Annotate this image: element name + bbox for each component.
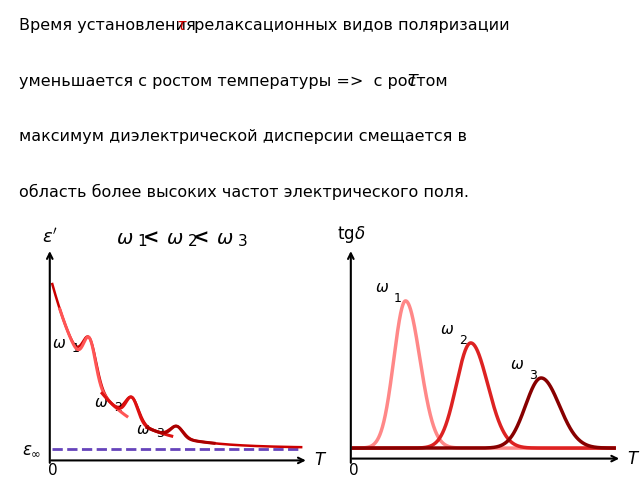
Text: 1: 1 <box>138 234 147 250</box>
Text: $\varepsilon_\infty$: $\varepsilon_\infty$ <box>22 440 41 458</box>
Text: $\omega$: $\omega$ <box>216 228 234 248</box>
Text: $\omega$: $\omega$ <box>166 228 184 248</box>
Text: $\omega$: $\omega$ <box>440 322 454 336</box>
Text: $0$: $0$ <box>348 462 359 478</box>
Text: 2: 2 <box>188 234 197 250</box>
Text: $\omega$: $\omega$ <box>136 422 150 437</box>
Text: 2: 2 <box>459 334 467 347</box>
Text: Время установления: Время установления <box>19 18 201 34</box>
Text: <: < <box>193 228 210 248</box>
Text: 3: 3 <box>237 234 247 250</box>
Text: релаксационных видов поляризации: релаксационных видов поляризации <box>189 18 509 34</box>
Text: $\varepsilon'$: $\varepsilon'$ <box>42 228 58 247</box>
Text: 1: 1 <box>72 342 79 355</box>
Text: $T$: $T$ <box>314 451 327 469</box>
Text: $\omega$: $\omega$ <box>52 336 66 351</box>
Text: T: T <box>407 74 417 89</box>
Text: <: < <box>143 228 160 248</box>
Text: $0$: $0$ <box>47 462 58 478</box>
Text: область более высоких частот электрического поля.: область более высоких частот электрическ… <box>19 184 469 201</box>
Text: $\omega$: $\omega$ <box>94 395 108 410</box>
Text: 2: 2 <box>114 401 122 414</box>
Text: $\omega$: $\omega$ <box>510 357 524 372</box>
Text: 3: 3 <box>156 427 164 441</box>
Text: уменьшается с ростом температуры =>  с ростом: уменьшается с ростом температуры => с ро… <box>19 74 453 89</box>
Text: 3: 3 <box>529 369 538 382</box>
Text: τ: τ <box>176 18 186 34</box>
Text: $\omega$: $\omega$ <box>116 228 134 248</box>
Text: максимум диэлектрической дисперсии смещается в: максимум диэлектрической дисперсии смеща… <box>19 129 467 144</box>
Text: tg$\delta$: tg$\delta$ <box>337 224 365 245</box>
Text: $T$: $T$ <box>627 450 640 468</box>
Text: $\omega$: $\omega$ <box>374 279 388 295</box>
Text: 1: 1 <box>394 291 402 305</box>
